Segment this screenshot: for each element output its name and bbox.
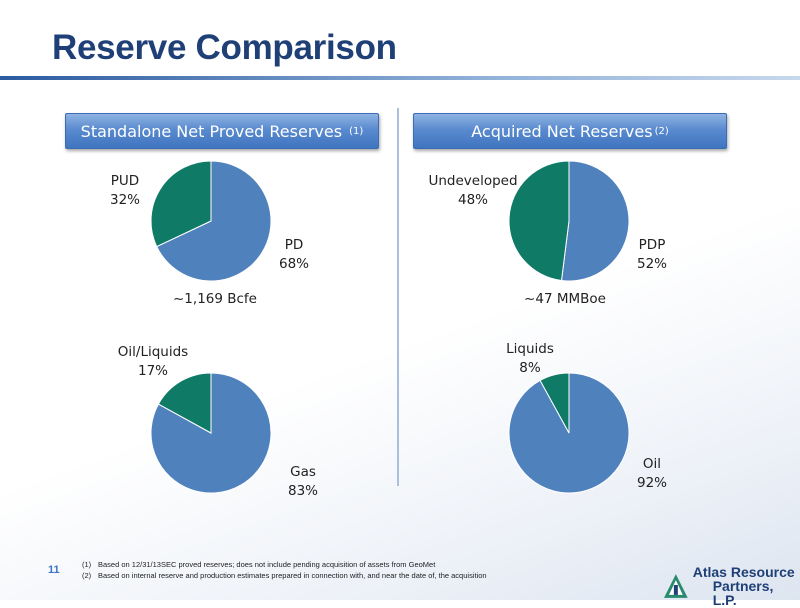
slice-name: Oil/Liquids — [117, 344, 189, 360]
slice-name: PD — [284, 237, 304, 253]
slice-name: PUD — [110, 173, 140, 189]
pie-chart-standalone-commodity — [150, 372, 272, 494]
slice-percent: 48% — [457, 192, 488, 208]
footnote-1: (1) Based on 12/31/13SEC proved reserves… — [82, 559, 487, 570]
logo-line-2: Partners, L.P. — [712, 578, 774, 608]
right-header-footnote-ref: (2) — [654, 125, 669, 137]
footnote-text: Based on 12/31/13SEC proved reserves; do… — [98, 560, 436, 569]
slice-percent: 17% — [137, 363, 168, 379]
atlas-logo-icon — [663, 574, 688, 598]
pie-slice-pd — [156, 160, 272, 282]
page-number: 11 — [48, 564, 60, 576]
slice-percent: 8% — [519, 360, 541, 376]
footnote-text: Based on internal reserve and production… — [98, 571, 487, 580]
slice-percent: 83% — [287, 483, 318, 499]
section-divider — [397, 108, 399, 486]
left-header-footnote-ref: (1) — [349, 125, 364, 137]
slice-label-liquids: Liquids 8% — [500, 340, 560, 378]
slice-percent: 68% — [278, 256, 309, 272]
slice-name: Gas — [290, 464, 316, 480]
pie-slice-liquids — [539, 372, 570, 434]
slice-label-gas: Gas 83% — [278, 463, 328, 501]
pie-slice-undeveloped — [508, 160, 570, 282]
slice-label-oil-liquids: Oil/Liquids 17% — [103, 343, 203, 381]
pie-slice-pdp — [560, 160, 630, 282]
right-section-header: Acquired Net Reserves (2) — [413, 113, 727, 149]
footnotes: (1) Based on 12/31/13SEC proved reserves… — [82, 559, 487, 581]
pie-chart-acquired-commodity — [508, 372, 630, 494]
footnote-number: (2) — [82, 571, 92, 580]
title-underline — [0, 76, 800, 80]
slice-name: Undeveloped — [428, 173, 518, 189]
slice-label-pdp: PDP 52% — [627, 236, 677, 274]
footnote-2: (2) Based on internal reserve and produc… — [82, 570, 487, 581]
left-header-label: Standalone Net Proved Reserves — [80, 121, 343, 141]
footnote-number: (1) — [82, 560, 92, 569]
pie-chart-acquired-development — [508, 160, 630, 282]
slice-name: Oil — [642, 456, 662, 472]
slice-percent: 32% — [109, 192, 140, 208]
pie-caption-acquired: ~47 MMBoe — [524, 291, 606, 307]
slice-name: Liquids — [506, 341, 554, 357]
pie-slice-oil-liquids — [157, 372, 212, 434]
right-header-label: Acquired Net Reserves — [471, 121, 653, 141]
page-title: Reserve Comparison — [52, 28, 397, 67]
slice-label-undeveloped: Undeveloped 48% — [418, 172, 528, 210]
slice-label-pd: PD 68% — [269, 236, 319, 274]
slice-percent: 92% — [636, 475, 667, 491]
slice-name: PDP — [638, 237, 666, 253]
slice-label-oil: Oil 92% — [627, 455, 677, 493]
slice-label-pud: PUD 32% — [100, 172, 150, 210]
pie-caption-standalone: ~1,169 Bcfe — [173, 291, 257, 307]
left-section-header: Standalone Net Proved Reserves (1) — [65, 113, 379, 149]
logo-line-1: Atlas Resource — [692, 564, 795, 580]
pie-chart-standalone-development — [150, 160, 272, 282]
slice-percent: 52% — [636, 256, 667, 272]
pie-slice-pud — [150, 160, 212, 248]
company-logo: Atlas Resource Partners, L.P. — [663, 565, 800, 607]
